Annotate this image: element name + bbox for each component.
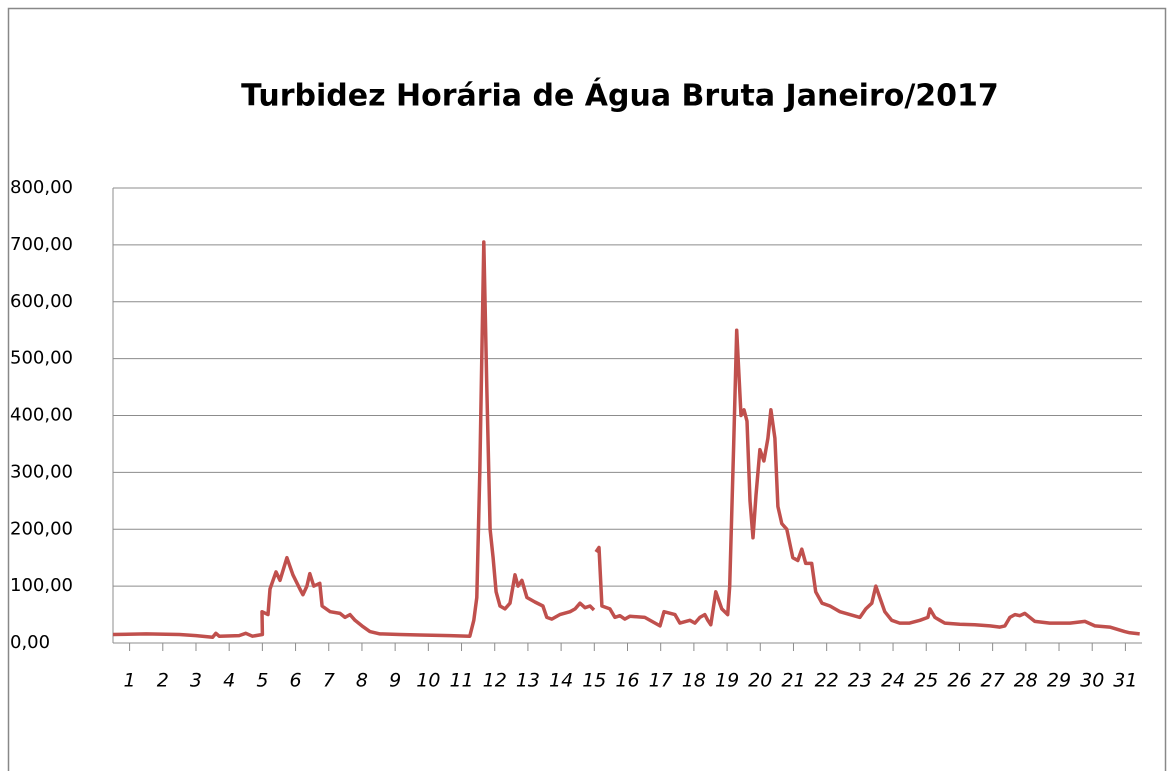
x-tick-label: 26 bbox=[947, 670, 971, 692]
x-tick-label: 20 bbox=[748, 670, 772, 692]
y-tick-label: 500,00 bbox=[10, 348, 73, 369]
x-tick-label: 29 bbox=[1047, 670, 1071, 692]
y-tick-label: 600,00 bbox=[10, 291, 73, 312]
x-tick-label: 10 bbox=[416, 670, 440, 692]
x-tick-label: 3 bbox=[190, 670, 202, 692]
x-tick-label: 1 bbox=[124, 670, 136, 692]
x-tick-label: 2 bbox=[157, 670, 169, 692]
x-tick-label: 31 bbox=[1113, 670, 1137, 692]
x-tick-label: 7 bbox=[323, 670, 335, 692]
x-tick-label: 19 bbox=[715, 670, 739, 692]
y-tick-label: 400,00 bbox=[10, 405, 73, 426]
y-tick-label: 200,00 bbox=[10, 518, 73, 539]
x-tick-label: 16 bbox=[615, 670, 639, 692]
x-tick-label: 22 bbox=[815, 670, 839, 692]
x-tick-label: 30 bbox=[1080, 670, 1104, 692]
x-tick-label: 9 bbox=[389, 670, 401, 692]
x-tick-label: 4 bbox=[223, 670, 235, 692]
x-tick-label: 27 bbox=[981, 670, 1005, 692]
x-tick-label: 25 bbox=[914, 670, 938, 692]
x-tick-label: 6 bbox=[290, 670, 302, 692]
x-tick-label: 14 bbox=[549, 670, 573, 692]
y-tick-label: 100,00 bbox=[10, 575, 73, 596]
x-tick-label: 8 bbox=[356, 670, 368, 692]
y-tick-label: 800,00 bbox=[10, 177, 73, 198]
x-tick-label: 5 bbox=[256, 670, 268, 692]
x-tick-label: 15 bbox=[582, 670, 606, 692]
y-tick-label: 300,00 bbox=[10, 461, 73, 482]
x-tick-label: 18 bbox=[682, 670, 706, 692]
x-tick-label: 17 bbox=[649, 670, 673, 692]
x-tick-label: 11 bbox=[449, 670, 473, 692]
x-tick-label: 21 bbox=[781, 670, 805, 692]
chart-frame bbox=[7, 7, 1167, 775]
data-line bbox=[112, 240, 1140, 640]
x-tick-label: 28 bbox=[1014, 670, 1038, 692]
x-tick-label: 12 bbox=[483, 670, 507, 692]
x-tick-label: 23 bbox=[848, 670, 872, 692]
y-tick-label: 700,00 bbox=[10, 234, 73, 255]
y-tick-label: 0,00 bbox=[10, 632, 50, 653]
x-tick-label: 24 bbox=[881, 670, 905, 692]
chart-title: Turbidez Horária de Água Bruta Janeiro/2… bbox=[241, 78, 999, 114]
x-tick-label: 13 bbox=[516, 670, 540, 692]
